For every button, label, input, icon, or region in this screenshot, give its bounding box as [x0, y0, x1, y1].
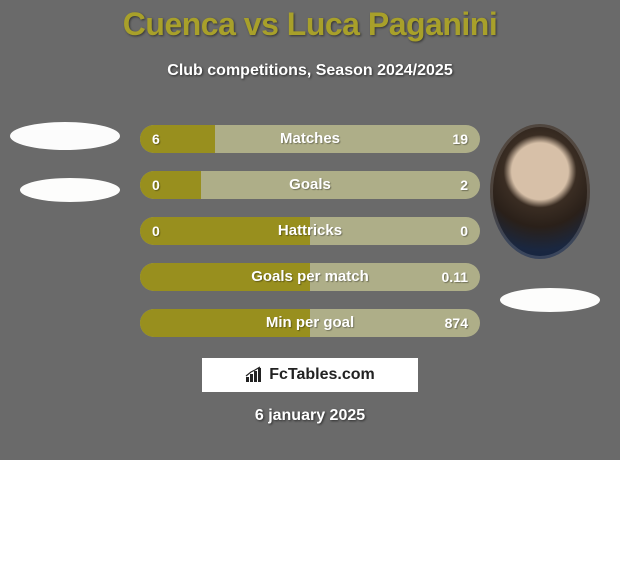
subtitle: Club competitions, Season 2024/2025 [0, 62, 620, 80]
page-title: Cuenca vs Luca Paganini [0, 6, 620, 43]
stat-row: 0 Hattricks 0 [140, 217, 480, 245]
stat-label: Hattricks [140, 217, 480, 245]
bar-chart-icon [245, 366, 263, 384]
stat-row: 6 Matches 19 [140, 125, 480, 153]
stat-label: Goals [140, 171, 480, 199]
blank-area [0, 460, 620, 580]
stat-right-value: 19 [452, 125, 468, 153]
stat-right-value: 0 [460, 217, 468, 245]
player-right-flag-placeholder [500, 288, 600, 312]
stat-row: Goals per match 0.11 [140, 263, 480, 291]
player-right-avatar [490, 124, 590, 259]
logo-text: FcTables.com [269, 366, 375, 384]
stat-right-value: 2 [460, 171, 468, 199]
stat-right-value: 0.11 [442, 263, 468, 291]
player-left-flag-placeholder [20, 178, 120, 202]
stat-row: Min per goal 874 [140, 309, 480, 337]
stat-right-value: 874 [445, 309, 468, 337]
stats-container: 6 Matches 19 0 Goals 2 0 Hattricks 0 Goa… [140, 125, 480, 355]
stat-label: Goals per match [140, 263, 480, 291]
player-left-avatar-placeholder [10, 122, 120, 150]
comparison-stage: Cuenca vs Luca Paganini Club competition… [0, 0, 620, 460]
stat-label: Min per goal [140, 309, 480, 337]
snapshot-date: 6 january 2025 [0, 407, 620, 425]
fctables-logo: FcTables.com [202, 358, 418, 392]
stat-label: Matches [140, 125, 480, 153]
stat-row: 0 Goals 2 [140, 171, 480, 199]
